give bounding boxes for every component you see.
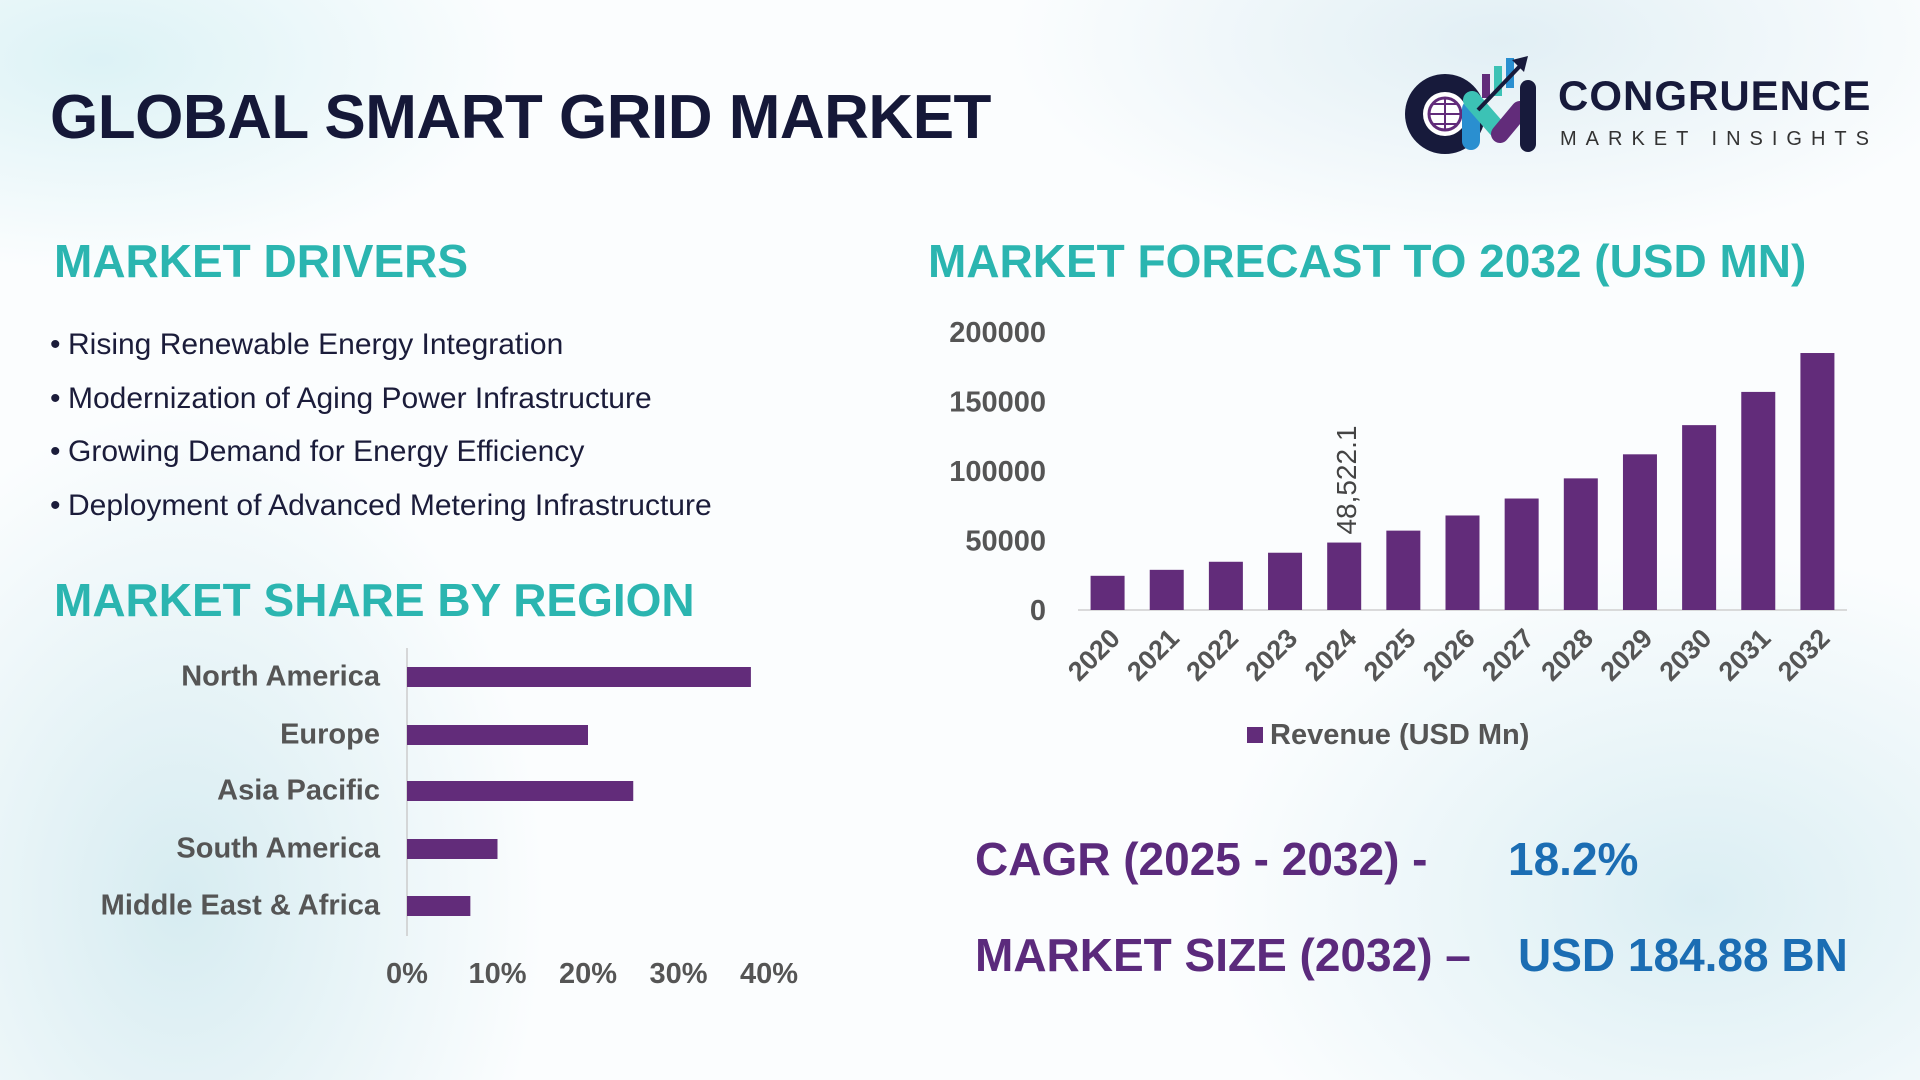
data-label: 48,522.1 bbox=[1331, 426, 1362, 535]
market-size-label: MARKET SIZE (2032) – bbox=[975, 929, 1471, 981]
drivers-list: • Rising Renewable Energy Integration • Mo… bbox=[50, 322, 712, 536]
cagr-value: 18.2% bbox=[1508, 833, 1639, 885]
x-tick-label: 2029 bbox=[1595, 623, 1659, 687]
logo-name: CONGRUENCE bbox=[1558, 72, 1872, 119]
page-title: GLOBAL SMART GRID MARKET bbox=[50, 83, 991, 152]
forecast-heading: MARKET FORECAST TO 2032 (USD MN) bbox=[928, 235, 1807, 287]
x-tick-label: 2031 bbox=[1713, 623, 1777, 687]
x-tick-label: 2030 bbox=[1654, 623, 1718, 687]
driver-item: • Growing Demand for Energy Efficiency bbox=[50, 435, 585, 468]
legend-label: Revenue (USD Mn) bbox=[1270, 719, 1529, 751]
x-tick-label: 2022 bbox=[1180, 623, 1244, 687]
market-drivers-heading: MARKET DRIVERS bbox=[54, 235, 469, 287]
logo-mark-icon bbox=[1405, 56, 1536, 154]
market-size-value: USD 184.88 BN bbox=[1518, 929, 1848, 981]
cagr-label: CAGR (2025 - 2032) - bbox=[975, 833, 1428, 885]
y-tick-label: 100000 bbox=[949, 456, 1046, 488]
y-tick-label: 0 bbox=[1030, 595, 1046, 627]
x-tick-label: 2025 bbox=[1358, 623, 1422, 687]
forecast-bar bbox=[1504, 498, 1539, 610]
driver-item: • Deployment of Advanced Metering Infrast… bbox=[50, 488, 712, 522]
forecast-bar bbox=[1327, 542, 1362, 610]
forecast-bar bbox=[1268, 552, 1303, 610]
driver-item: • Rising Renewable Energy Integration bbox=[50, 328, 564, 361]
x-tick-label: 2026 bbox=[1417, 623, 1481, 687]
logo-tagline: MARKET INSIGHTS bbox=[1560, 128, 1878, 150]
forecast-bar bbox=[1090, 575, 1125, 610]
region-share-heading: MARKET SHARE BY REGION bbox=[54, 574, 695, 626]
driver-item: • Modernization of Aging Power Infrastruc… bbox=[50, 381, 652, 415]
forecast-bar bbox=[1682, 425, 1717, 610]
forecast-bar bbox=[1741, 391, 1776, 610]
forecast-bar bbox=[1386, 530, 1421, 610]
x-tick-label: 2023 bbox=[1240, 623, 1304, 687]
x-tick-label: 2021 bbox=[1121, 623, 1185, 687]
forecast-bar bbox=[1622, 454, 1657, 610]
logo: CONGRUENCE MARKET INSIGHTS bbox=[1400, 52, 1880, 162]
x-tick-label: 2032 bbox=[1772, 623, 1836, 687]
y-tick-label: 50000 bbox=[965, 526, 1046, 558]
legend-swatch bbox=[1247, 727, 1263, 743]
y-tick-label: 150000 bbox=[949, 387, 1046, 419]
forecast-bar bbox=[1563, 478, 1598, 610]
x-tick-label: 2027 bbox=[1476, 623, 1540, 687]
forecast-bar bbox=[1800, 353, 1835, 610]
y-tick-label: 200000 bbox=[949, 317, 1046, 349]
x-tick-label: 2020 bbox=[1062, 623, 1126, 687]
forecast-bar bbox=[1149, 569, 1184, 610]
forecast-bar bbox=[1208, 561, 1243, 610]
forecast-bar bbox=[1445, 515, 1480, 610]
x-tick-label: 2028 bbox=[1535, 623, 1599, 687]
x-tick-label: 2024 bbox=[1299, 623, 1363, 687]
